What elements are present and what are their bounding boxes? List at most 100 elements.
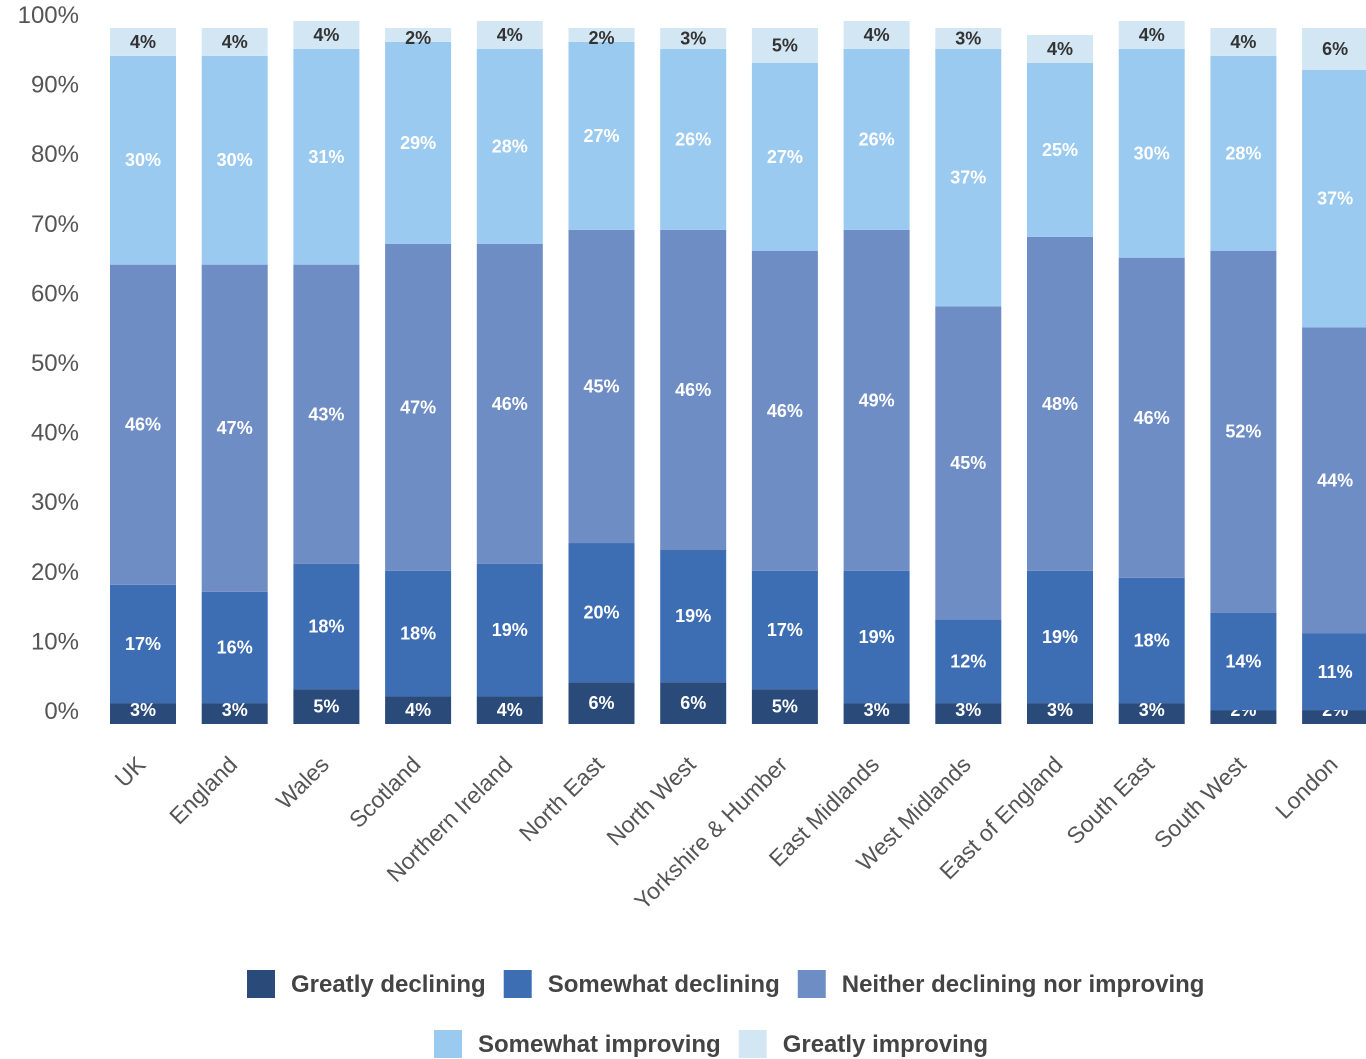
bar-segment [935,28,1002,49]
data-label: 19% [675,606,711,626]
y-tick-label: 100% [18,2,79,29]
data-label: 18% [1134,630,1170,650]
bar-group: 3% 12% 45% 37% 3% [935,28,1002,724]
bar-segment [751,62,818,251]
data-label: 3% [1139,700,1165,720]
data-label: 3% [130,700,156,720]
bar-segment [568,229,635,544]
data-label: 4% [1047,39,1073,59]
y-tick-label: 70% [31,211,79,238]
data-label: 27% [767,147,803,167]
data-label: 46% [125,415,161,435]
bar-segment [293,689,360,724]
bar-segment [385,28,452,42]
y-tick-label: 90% [31,72,79,99]
data-label: 18% [400,624,436,644]
bar-segment [935,306,1002,620]
bar-segment [201,28,268,56]
bar-segment [476,48,543,244]
bar-segment [660,229,727,550]
bar-segment [1210,612,1277,711]
bar-segment [110,55,176,265]
data-label: 19% [859,627,895,647]
bar-segment [935,48,1002,307]
data-label: 17% [767,620,803,640]
data-label: 4% [497,700,523,720]
bar-segment [568,41,635,230]
bar-group: 2%14%52%28%4% [1210,28,1277,724]
bar-segment [660,48,727,230]
bar-segment [1118,577,1185,704]
data-label: 46% [492,394,528,414]
legend-item: Somewhat improving [434,1030,721,1058]
data-label: 4% [497,25,523,45]
data-label: 3% [864,700,890,720]
bar-group: 4% 19% 46% 28% 4% [476,21,543,724]
bar-segment [568,543,635,683]
data-label: 19% [492,620,528,640]
data-label: 27% [583,126,619,146]
x-tick-label: Scotland [344,751,426,833]
legend-item: Greatly declining [247,970,486,998]
legend-item: Greatly improving [738,1030,988,1058]
bar-segment [110,703,176,724]
bar-segment [1118,21,1185,49]
bar-segment [843,229,910,571]
bar-segment [385,696,452,724]
data-label: 30% [125,150,161,170]
bar-segment [1027,703,1093,724]
bar-segment [660,28,727,49]
data-label: 48% [1042,394,1078,414]
bar-segment [110,584,176,704]
bar-segment [751,250,818,571]
legend-swatch [797,970,826,998]
bar-segment [293,563,360,690]
data-label: 30% [217,150,253,170]
x-tick-label: London [1270,751,1343,824]
bar-segment [751,28,818,63]
bar-segment [1118,48,1185,258]
data-label: 5% [313,697,339,717]
data-label: 4% [405,700,431,720]
bar-group: 3% 16% 47% 30% 4% [201,28,268,724]
legend-label: Neither declining nor improving [842,971,1205,998]
x-tick-label: South East [1061,751,1159,849]
data-label: 5% [772,697,798,717]
x-tick-label: UK [110,751,151,792]
data-label: 4% [1139,25,1165,45]
data-label: 6% [680,693,706,713]
bar-segment [476,563,543,697]
data-label: 26% [859,129,895,149]
data-label: 14% [1225,651,1261,671]
y-tick-label: 60% [31,280,79,307]
data-label: 43% [308,404,344,424]
data-label: 52% [1225,422,1261,442]
x-tick-label: England [164,751,242,829]
data-label: 4% [864,25,890,45]
data-label: 46% [767,401,803,421]
data-label: 6% [1322,39,1348,59]
data-label: 28% [1225,143,1261,163]
legend-label: Greatly improving [783,1031,988,1058]
data-label: 3% [1047,700,1073,720]
y-tick-label: 10% [31,628,79,655]
data-label: 4% [222,32,248,52]
data-label: 4% [313,25,339,45]
data-label: 45% [950,453,986,473]
bar-segment [293,21,360,49]
bar-segment [1210,250,1277,613]
bar-segment [1302,327,1366,634]
bar-group: 6% 19% 46% 26% 3% [660,28,727,724]
legend-label: Greatly declining [291,971,486,998]
bar-segment [385,570,452,697]
data-label: 49% [859,390,895,410]
bars: 3%17%46%30%4%3%16%47%30%4%5%18%43%31%4%4… [110,21,1366,724]
bar-segment [1027,570,1093,704]
bar-segment [751,570,818,690]
data-label: 6% [588,693,614,713]
legend-swatch [738,1030,767,1058]
x-tick-label: South West [1149,751,1252,854]
y-tick-label: 0% [44,698,79,725]
data-label: 3% [222,700,248,720]
